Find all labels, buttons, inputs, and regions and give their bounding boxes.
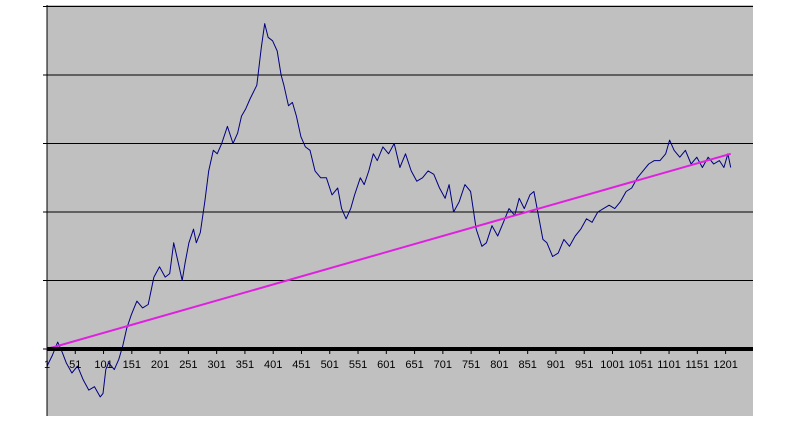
x-tick-label: 601 [377,359,395,371]
x-tick-label: 51 [69,359,81,371]
x-tick-label: 501 [321,359,339,371]
x-tick-label: 1151 [685,359,709,371]
x-tick-label: 1201 [713,359,737,371]
x-tick-label: 201 [151,359,169,371]
plot-area [47,5,753,416]
trend-series-line [46,152,731,350]
gridlines [47,6,753,281]
x-tick-label: 851 [518,359,536,371]
x-tick-label: 951 [575,359,593,371]
x-tick-label: 351 [236,359,254,371]
x-tick-label: 551 [349,359,367,371]
x-tick-label: 801 [490,359,508,371]
x-tick-label: 1101 [657,359,681,371]
x-tick-label: 151 [123,359,141,371]
y-axis-ticks [43,6,47,350]
x-tick-label: 1001 [600,359,624,371]
x-axis-tick-labels: 1 51 101 151 201 251 301 351 401 451 501 551 601 651 7… [44,349,738,371]
x-tick-label: 651 [405,359,423,371]
x-tick-label: 1 [44,359,50,371]
x-tick-label: 751 [462,359,480,371]
x-tick-label: 1051 [629,359,653,371]
x-tick-label: 301 [207,359,225,371]
series-layer [46,23,732,398]
x-tick-label: 401 [264,359,282,371]
x-tick-label: 901 [547,359,565,371]
x-tick-label: 101 [94,359,112,371]
x-tick-label: 251 [179,359,197,371]
x-tick-label: 701 [434,359,452,371]
price-series-line [46,23,732,398]
x-tick-label: 451 [292,359,310,371]
